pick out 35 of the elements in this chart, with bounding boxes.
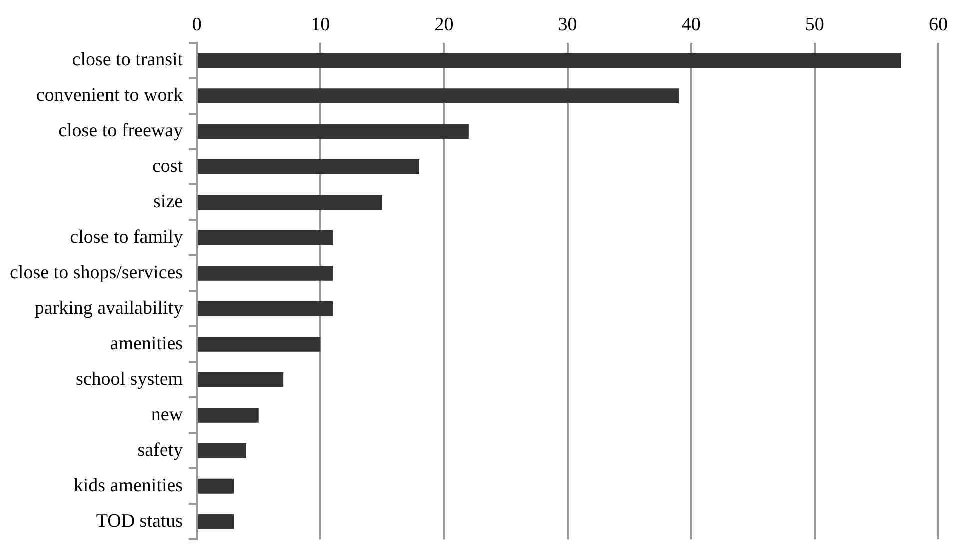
- y-tick-label: amenities: [110, 333, 184, 354]
- bar: [198, 408, 259, 423]
- y-tick-label: convenient to work: [36, 85, 184, 106]
- bar: [198, 195, 382, 210]
- y-tick-label: size: [154, 191, 184, 212]
- y-tick-label: safety: [138, 440, 184, 461]
- x-tick-label: 20: [434, 14, 454, 36]
- y-tick-label: close to freeway: [58, 120, 184, 142]
- bar: [198, 443, 247, 458]
- x-tick-label: 30: [558, 14, 578, 36]
- y-tick-label: close to transit: [72, 50, 184, 71]
- bar: [198, 514, 234, 530]
- y-tick-label: school system: [76, 368, 184, 390]
- y-tick-label: TOD status: [96, 510, 184, 532]
- bar: [198, 372, 284, 388]
- bar: [198, 478, 234, 494]
- x-tick-label: 50: [805, 14, 824, 36]
- y-tick-label: parking availability: [34, 298, 184, 319]
- y-tick-label: kids amenities: [74, 475, 184, 496]
- y-tick-label: cost: [152, 156, 184, 177]
- x-tick-label: 10: [311, 14, 330, 36]
- bar: [198, 53, 902, 68]
- y-tick-label: new: [151, 404, 184, 426]
- bar: [198, 336, 321, 352]
- bar: [198, 230, 334, 246]
- bar: [198, 160, 420, 174]
- y-tick-label: close to shops/services: [10, 262, 184, 284]
- bar: [198, 88, 680, 104]
- bar: [198, 301, 334, 316]
- bar: [198, 266, 334, 281]
- bar: [198, 124, 469, 139]
- y-tick-label: close to family: [70, 226, 184, 248]
- x-tick-label: 0: [192, 14, 202, 36]
- x-tick-label: 40: [682, 14, 701, 36]
- x-tick-label: 60: [929, 14, 948, 36]
